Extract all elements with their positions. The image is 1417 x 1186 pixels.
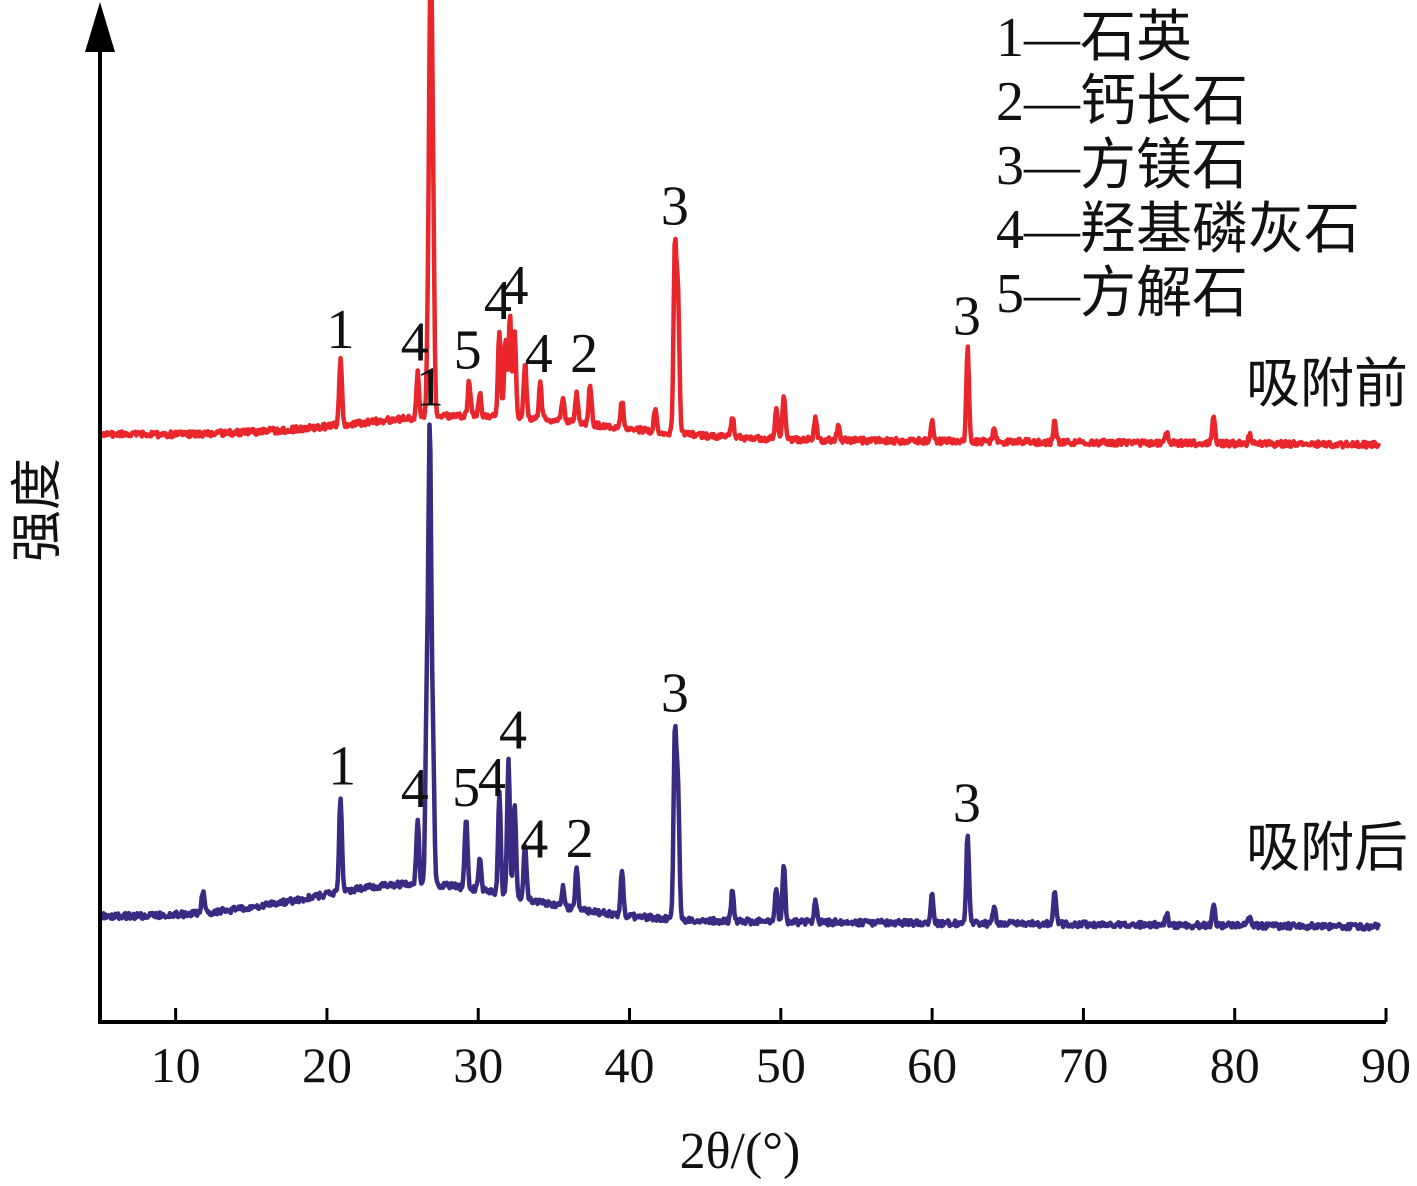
peak-label: 1	[416, 356, 444, 418]
y-axis-arrow-icon	[85, 2, 115, 52]
peak-label: 3	[661, 662, 689, 724]
legend-entry: 2—钙长石	[996, 71, 1248, 133]
x-tick-label: 20	[302, 1037, 352, 1093]
peak-label: 4	[499, 700, 527, 762]
peak-label: 2	[570, 323, 598, 385]
legend-entry: 5—方解石	[996, 263, 1248, 325]
legend-entry: 3—方镁石	[996, 135, 1248, 197]
peak-label: 3	[661, 175, 689, 237]
peak-label: 2	[566, 808, 594, 870]
peak-label: 4	[525, 323, 553, 385]
peak-label: 4	[484, 270, 512, 332]
series-layer	[97, 0, 1382, 932]
peak-label: 1	[328, 736, 356, 798]
x-tick-layer: 10 20 30 40 50 60 70 80 90	[151, 1008, 1411, 1093]
peak-label-layer: 11454442331145444233	[327, 175, 981, 871]
x-tick-label: 50	[756, 1037, 806, 1093]
x-tick-label: 60	[907, 1037, 957, 1093]
legend-entry: 4—羟基磷灰石	[996, 199, 1360, 261]
x-tick-label: 80	[1210, 1037, 1260, 1093]
peak-label: 4	[478, 747, 506, 809]
peak-label: 1	[327, 299, 355, 361]
series-name-label: 吸附前	[1246, 354, 1408, 414]
peak-label: 3	[953, 772, 981, 834]
series-line	[97, 422, 1382, 932]
series-name-label: 吸附后	[1246, 818, 1408, 878]
series-line	[97, 0, 1382, 450]
x-tick-label: 40	[605, 1037, 655, 1093]
x-tick-label: 30	[453, 1037, 503, 1093]
x-tick-label: 90	[1361, 1037, 1411, 1093]
peak-label: 4	[520, 809, 548, 871]
x-axis-label: 2θ/(°)	[680, 1123, 801, 1180]
axes-layer	[85, 2, 1386, 1024]
peak-label: 4	[401, 312, 429, 374]
peak-label: 5	[454, 320, 482, 382]
peak-label: 5	[452, 757, 480, 819]
peak-label: 3	[953, 285, 981, 347]
peak-label: 4	[401, 758, 429, 820]
y-axis-label: 强度	[10, 458, 67, 562]
x-tick-label: 70	[1058, 1037, 1108, 1093]
peak-label: 4	[501, 255, 529, 317]
legend-entry: 1—石英	[996, 7, 1192, 69]
x-tick-label: 10	[151, 1037, 201, 1093]
